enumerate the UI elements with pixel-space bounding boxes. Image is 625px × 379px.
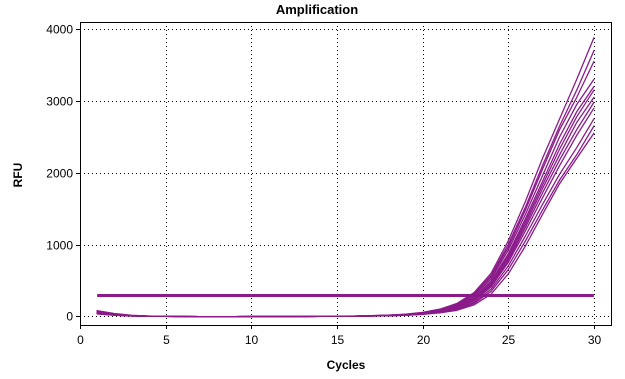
grid-lines xyxy=(80,22,611,325)
amplification-curve-2 xyxy=(96,50,595,318)
amplification-curve-3 xyxy=(96,60,595,318)
y-axis-label: RFU xyxy=(11,163,25,188)
x-tick-label: 5 xyxy=(163,333,170,347)
axis-ticks: 0 5 10 15 20 25 30 0 1000 2000 3000 4000 xyxy=(46,23,601,348)
x-tick-label: 15 xyxy=(331,333,345,347)
amplification-curve-12 xyxy=(96,132,595,318)
amplification-curve-6 xyxy=(96,89,595,318)
amplification-curve-1 xyxy=(96,37,595,318)
amplification-curve-9 xyxy=(96,107,595,318)
plot-frame xyxy=(80,22,612,326)
x-tick-label: 30 xyxy=(588,333,602,347)
y-tick-label: 0 xyxy=(66,310,73,324)
x-tick-label: 25 xyxy=(502,333,516,347)
y-tick-label: 3000 xyxy=(46,95,73,109)
amplification-curve-4 xyxy=(96,78,595,318)
y-tick-label: 2000 xyxy=(46,167,73,181)
x-tick-label: 20 xyxy=(417,333,431,347)
amplification-curve-5 xyxy=(96,85,595,318)
amplification-curve-10 xyxy=(96,118,595,318)
x-tick-label: 10 xyxy=(245,333,259,347)
x-axis-label: Cycles xyxy=(327,358,366,372)
amplification-curve-7 xyxy=(96,96,595,318)
y-tick-label: 4000 xyxy=(46,23,73,37)
amplification-curve-8 xyxy=(96,101,595,318)
x-tick-label: 0 xyxy=(77,333,84,347)
y-tick-label: 1000 xyxy=(46,239,73,253)
chart-title: Amplification xyxy=(276,2,358,17)
series-layer xyxy=(96,37,595,318)
